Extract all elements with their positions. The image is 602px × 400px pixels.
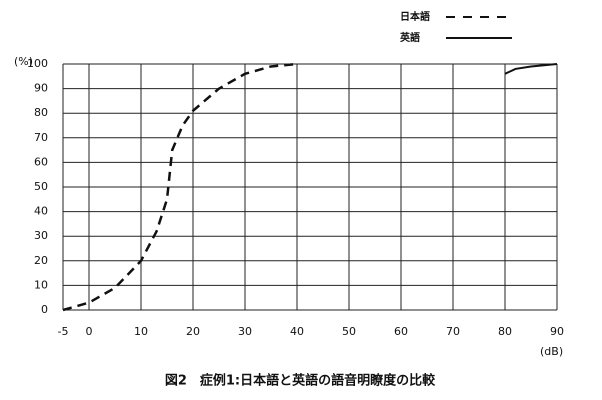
x-tick-label: 80	[498, 325, 512, 338]
x-tick-label: 60	[394, 325, 408, 338]
y-tick-label: 10	[34, 278, 48, 291]
x-tick-label: 20	[186, 325, 200, 338]
x-tick-label: 10	[134, 325, 148, 338]
series-line	[62, 62, 298, 312]
y-tick-label: 40	[34, 205, 48, 218]
series-line	[504, 63, 558, 75]
y-tick-label: 20	[34, 254, 48, 267]
chart-title: 図2 症例1:日本語と英語の語音明瞭度の比較	[165, 373, 436, 389]
y-tick-label: 80	[34, 106, 48, 119]
y-tick-label: 50	[34, 180, 48, 193]
x-axis-label: (dB)	[540, 345, 563, 358]
y-tick-label: 0	[41, 303, 48, 316]
y-axis-label: (%)	[14, 55, 33, 68]
x-tick-label: 50	[342, 325, 356, 338]
x-tick-label: -5	[58, 325, 69, 338]
y-tick-label: 70	[34, 131, 48, 144]
legend-label: 日本語	[400, 10, 430, 23]
x-tick-label: 90	[550, 325, 564, 338]
y-tick-label: 60	[34, 155, 48, 168]
x-tick-label: 70	[446, 325, 460, 338]
y-tick-label: 30	[34, 229, 48, 242]
x-tick-label: 40	[290, 325, 304, 338]
x-tick-label: 30	[238, 325, 252, 338]
x-tick-label: 0	[86, 325, 93, 338]
y-tick-label: 100	[27, 57, 48, 70]
y-tick-label: 90	[34, 82, 48, 95]
legend-label: 英語	[399, 31, 420, 44]
